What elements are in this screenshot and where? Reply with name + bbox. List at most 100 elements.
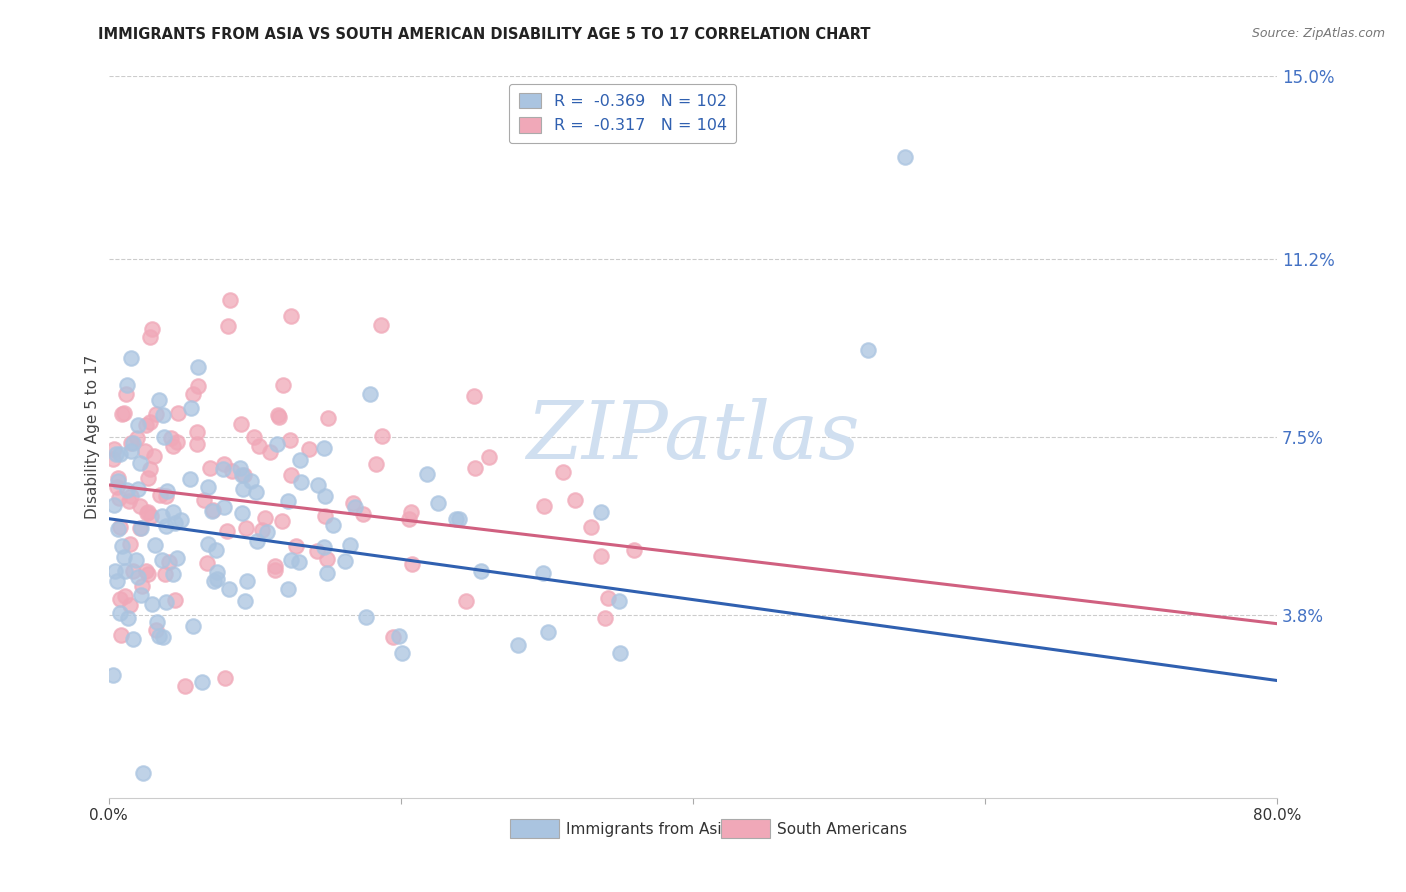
- Point: [426, 496, 449, 510]
- Point: [107, 471, 129, 485]
- Point: [141, 508, 163, 523]
- Point: [115, 378, 138, 392]
- Point: [298, 442, 321, 457]
- Point: [110, 628, 132, 642]
- Point: [103, 498, 125, 512]
- Point: [136, 567, 159, 582]
- Point: [155, 519, 177, 533]
- Point: [162, 566, 184, 581]
- Point: [132, 766, 155, 780]
- Point: [229, 460, 252, 475]
- Point: [322, 517, 344, 532]
- Point: [103, 442, 125, 456]
- Point: [117, 611, 139, 625]
- Point: [391, 646, 413, 660]
- Point: [118, 598, 141, 612]
- Point: [218, 293, 240, 307]
- Point: [205, 542, 228, 557]
- Point: [243, 430, 266, 444]
- Text: Source: ZipAtlas.com: Source: ZipAtlas.com: [1251, 27, 1385, 40]
- Point: [240, 474, 263, 488]
- Point: [166, 435, 188, 450]
- Point: [446, 512, 468, 526]
- Point: [245, 485, 267, 500]
- Point: [344, 500, 367, 514]
- Point: [463, 389, 485, 403]
- Point: [180, 401, 202, 415]
- Point: [103, 668, 125, 682]
- Point: [307, 478, 329, 492]
- Point: [277, 582, 299, 596]
- Point: [136, 506, 159, 520]
- Point: [399, 505, 422, 519]
- Point: [121, 489, 143, 503]
- Point: [120, 537, 142, 551]
- Point: [212, 500, 235, 515]
- Point: [107, 474, 129, 488]
- Point: [108, 446, 131, 460]
- Point: [183, 619, 205, 633]
- Point: [596, 591, 619, 606]
- Point: [120, 351, 142, 366]
- Point: [152, 430, 174, 444]
- Point: [186, 437, 208, 451]
- Point: [201, 504, 224, 518]
- Point: [221, 464, 243, 478]
- Point: [169, 513, 191, 527]
- Text: Immigrants from Asia: Immigrants from Asia: [567, 822, 731, 837]
- Point: [314, 509, 336, 524]
- Point: [589, 505, 612, 519]
- Point: [288, 555, 311, 569]
- Point: [146, 615, 169, 629]
- Point: [207, 572, 229, 586]
- Point: [508, 638, 530, 652]
- Point: [149, 488, 172, 502]
- Point: [217, 318, 239, 333]
- Point: [593, 611, 616, 625]
- Point: [229, 417, 252, 431]
- Point: [111, 539, 134, 553]
- Point: [591, 549, 613, 564]
- Point: [157, 555, 180, 569]
- Point: [370, 318, 392, 333]
- Point: [167, 406, 190, 420]
- Point: [114, 565, 136, 579]
- Point: [564, 493, 586, 508]
- Point: [162, 439, 184, 453]
- Point: [129, 521, 152, 535]
- Point: [125, 553, 148, 567]
- Point: [266, 436, 288, 450]
- Y-axis label: Disability Age 5 to 17: Disability Age 5 to 17: [86, 355, 100, 519]
- Point: [107, 480, 129, 494]
- Point: [531, 566, 554, 580]
- Point: [187, 359, 209, 374]
- Point: [233, 467, 256, 482]
- Point: [141, 597, 163, 611]
- Point: [553, 466, 575, 480]
- Point: [233, 594, 256, 608]
- Point: [352, 507, 374, 521]
- Point: [120, 444, 142, 458]
- Point: [108, 592, 131, 607]
- Point: [148, 392, 170, 407]
- Point: [212, 457, 235, 471]
- Point: [201, 502, 224, 516]
- Point: [316, 410, 339, 425]
- Point: [112, 407, 135, 421]
- Point: [138, 330, 160, 344]
- Point: [267, 408, 290, 422]
- Point: [250, 524, 273, 538]
- Point: [537, 624, 560, 639]
- Point: [145, 624, 167, 638]
- Point: [156, 484, 179, 499]
- Point: [129, 521, 152, 535]
- Point: [114, 589, 136, 603]
- Point: [214, 671, 236, 685]
- Point: [129, 456, 152, 470]
- Point: [401, 557, 423, 571]
- Point: [623, 542, 645, 557]
- Point: [135, 564, 157, 578]
- Point: [181, 387, 204, 401]
- Point: [198, 461, 221, 475]
- Point: [131, 579, 153, 593]
